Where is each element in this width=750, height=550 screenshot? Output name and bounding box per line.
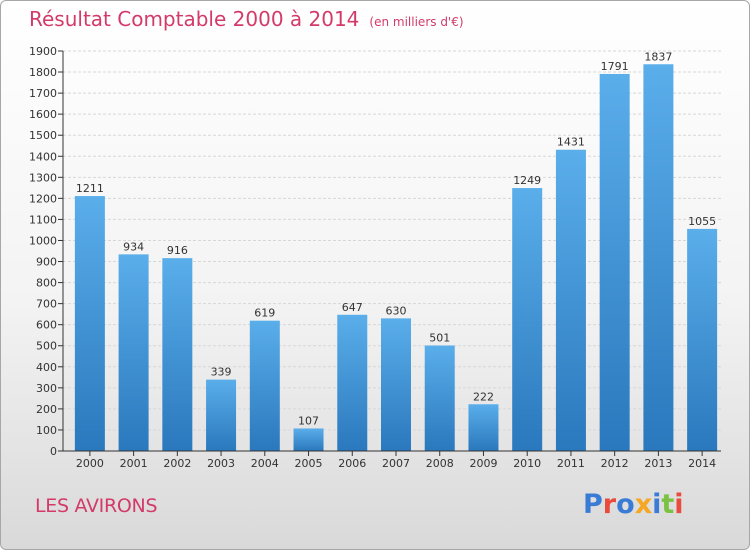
logo-letter: r	[602, 489, 617, 520]
logo-letter: i	[674, 489, 684, 520]
x-axis-ticks: 2000 2001 2002 2003 2004 2005 2006 2007 2008 2009…	[76, 451, 716, 470]
x-tick-label: 2011	[557, 457, 585, 470]
logo-letter: x	[634, 489, 653, 520]
bar	[424, 345, 455, 451]
y-tick-label: 600	[36, 319, 57, 332]
x-tick-label: 2000	[76, 457, 104, 470]
bar	[249, 320, 280, 451]
logo-letter: o	[616, 489, 635, 520]
y-axis-ticks: 0 100 200 300 400 500 600 700 800 900 1000 1100 1200…	[29, 45, 63, 458]
place-name: LES AVIRONS	[35, 495, 158, 517]
bar	[599, 73, 630, 452]
axes	[62, 51, 721, 452]
y-tick-label: 1200	[29, 192, 57, 205]
x-tick-label: 2007	[382, 457, 410, 470]
bar	[337, 314, 368, 451]
x-tick-label: 2009	[469, 457, 497, 470]
y-tick-label: 300	[36, 382, 57, 395]
y-tick-label: 500	[36, 340, 57, 353]
bar-value-label: 1055	[688, 215, 716, 228]
bar	[118, 254, 149, 451]
bar	[555, 149, 586, 451]
bar	[162, 258, 193, 451]
logo-letter: P	[583, 489, 603, 520]
bar-value-label: 1211	[76, 182, 104, 195]
y-tick-label: 800	[36, 277, 57, 290]
x-tick-label: 2014	[688, 457, 716, 470]
x-tick-label: 2001	[120, 457, 148, 470]
y-tick-label: 1300	[29, 171, 57, 184]
y-tick-label: 1400	[29, 150, 57, 163]
y-tick-label: 1800	[29, 66, 57, 79]
proxiti-logo: Proxiti	[583, 489, 684, 520]
bar-value-label: 1249	[513, 174, 541, 187]
y-tick-label: 1100	[29, 213, 57, 226]
logo-letter: t	[661, 489, 675, 520]
bar-value-label: 934	[123, 240, 144, 253]
y-tick-label: 1600	[29, 108, 57, 121]
x-tick-label: 2006	[338, 457, 366, 470]
bar-value-label: 1431	[557, 136, 585, 149]
bar-value-label: 916	[167, 244, 188, 257]
bar	[293, 428, 324, 451]
x-tick-label: 2010	[513, 457, 541, 470]
bar	[687, 228, 718, 451]
bar-value-label: 619	[254, 307, 275, 320]
x-tick-label: 2004	[251, 457, 279, 470]
bar	[512, 188, 543, 452]
y-tick-label: 200	[36, 403, 57, 416]
bar	[468, 404, 499, 451]
y-tick-label: 1900	[29, 45, 57, 58]
x-tick-label: 2012	[601, 457, 629, 470]
bar-value-label: 501	[429, 332, 450, 345]
bar-value-label: 339	[211, 366, 232, 379]
bar	[74, 196, 105, 451]
title-text: Résultat Comptable 2000 à 2014	[29, 7, 360, 31]
bar-value-label: 1791	[601, 60, 629, 73]
bar	[643, 64, 674, 451]
bar-value-label: 647	[342, 301, 363, 314]
y-tick-label: 400	[36, 361, 57, 374]
unit-text: (en milliers d'€)	[369, 15, 464, 29]
y-tick-label: 1500	[29, 129, 57, 142]
bar-value-label: 107	[298, 414, 319, 427]
x-tick-label: 2008	[426, 457, 454, 470]
y-tick-label: 1000	[29, 234, 57, 247]
y-tick-label: 100	[36, 424, 57, 437]
logo-letter: i	[652, 489, 662, 520]
x-tick-label: 2013	[644, 457, 672, 470]
chart-title: Résultat Comptable 2000 à 2014 (en millie…	[29, 7, 464, 31]
bar-value-label: 1837	[644, 50, 672, 63]
bar-value-label: 630	[386, 304, 407, 317]
x-tick-label: 2005	[295, 457, 323, 470]
bars: 1211 934 916 339 619 107 647 630 501 222 1249 1431 1…	[74, 50, 718, 452]
y-tick-label: 1700	[29, 87, 57, 100]
y-tick-label: 700	[36, 298, 57, 311]
bar	[206, 379, 237, 451]
y-tick-label: 900	[36, 256, 57, 269]
y-tick-label: 0	[50, 445, 57, 458]
x-tick-label: 2002	[163, 457, 191, 470]
bar	[381, 318, 411, 451]
bar-value-label: 222	[473, 390, 494, 403]
x-tick-label: 2003	[207, 457, 235, 470]
